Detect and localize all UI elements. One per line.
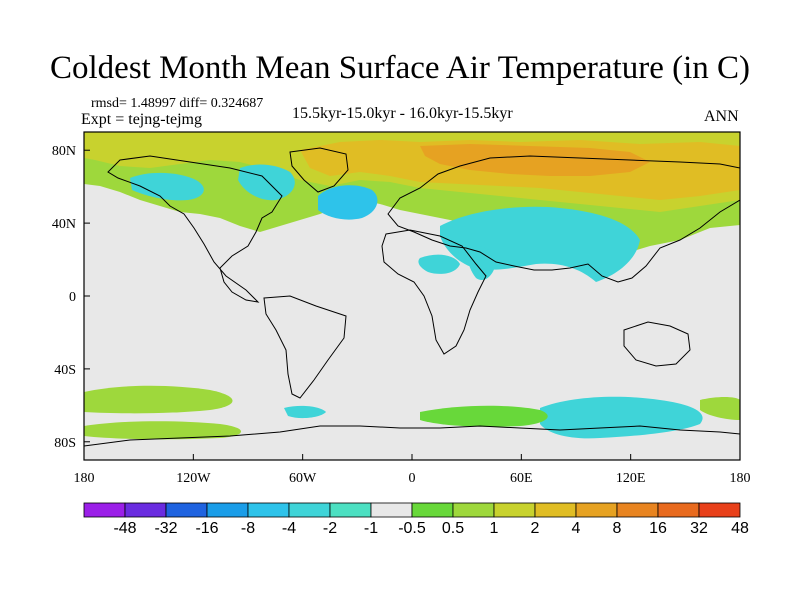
temperature-field	[84, 132, 740, 460]
colorbar-swatch	[206, 502, 249, 518]
map-title: Coldest Month Mean Surface Air Temperatu…	[50, 50, 750, 86]
lat-tick-label: 40S	[54, 363, 76, 378]
lon-tick-label: 180	[730, 471, 751, 486]
coast-eurasia	[387, 155, 740, 283]
southern-warm-band-1	[84, 385, 233, 414]
southern-warm-band-4	[700, 397, 740, 420]
colorbar-label: -0.5	[398, 520, 426, 537]
antarctic-cold-region-2	[284, 405, 326, 419]
colorbar-label: -32	[154, 520, 177, 537]
coastlines	[84, 147, 740, 447]
colorbar-swatch	[370, 502, 413, 518]
colorbar-swatch	[329, 502, 372, 518]
colorbar-label: -48	[113, 520, 136, 537]
colorbar-label: 1	[490, 520, 499, 537]
frame-ticks	[83, 149, 741, 460]
colorbar: -48 -32 -16 -8 -4 -2 -1 -0.5 0.5 1 2 4 8 16 32 48	[83, 502, 749, 537]
lon-tick-label: 60E	[510, 471, 533, 486]
southern-warm-band-2	[84, 421, 242, 440]
colorbar-swatch	[575, 502, 618, 518]
india-cold-region	[468, 246, 496, 281]
colorbar-label: -4	[282, 520, 296, 537]
latitude-axis: 80N 40N 0 40S 80S	[52, 144, 76, 451]
lon-tick-label: 180	[74, 471, 95, 486]
season-label: ANN	[704, 108, 739, 125]
colorbar-label: 48	[731, 520, 749, 537]
colorbar-swatch	[83, 502, 126, 518]
colorbar-label: -1	[364, 520, 378, 537]
period-label: 15.5kyr-15.0kyr - 16.0kyr-15.5kyr	[292, 105, 513, 122]
colorbar-swatch	[534, 502, 577, 518]
lon-tick-label: 120E	[616, 471, 646, 486]
colorbar-swatch	[698, 502, 741, 518]
colorbar-swatch	[247, 502, 290, 518]
colorbar-label: -2	[323, 520, 337, 537]
colorbar-swatch	[657, 502, 700, 518]
stats-label: rmsd= 1.48997 diff= 0.324687	[91, 96, 264, 111]
southern-warm-band-3	[420, 405, 548, 427]
lon-tick-label: 0	[409, 471, 416, 486]
longitude-axis: 180 120W 60W 0 60E 120E 180	[74, 471, 751, 486]
lon-tick-label: 60W	[289, 471, 317, 486]
canada-cold-region	[130, 172, 204, 201]
colorbar-label: -16	[195, 520, 218, 537]
lat-tick-label: 80S	[54, 436, 76, 451]
colorbar-label: 4	[572, 520, 581, 537]
colorbar-swatch	[616, 502, 659, 518]
colorbar-label: -8	[241, 520, 255, 537]
africa-cold-region	[418, 254, 460, 274]
coast-africa	[381, 229, 487, 355]
experiment-label: Expt = tejng-tejmg	[81, 111, 202, 128]
colorbar-swatch	[165, 502, 208, 518]
colorbar-label: 16	[649, 520, 667, 537]
colorbar-swatch	[288, 502, 331, 518]
colorbar-swatch	[411, 502, 454, 518]
lat-tick-label: 0	[69, 290, 76, 305]
coast-greenland	[289, 147, 349, 193]
colorbar-label: 32	[690, 520, 708, 537]
colorbar-swatch	[452, 502, 495, 518]
north-atlantic-cold-region	[318, 185, 378, 220]
siberia-orange-region	[420, 144, 650, 176]
colorbar-label: 0.5	[442, 520, 464, 537]
coast-north-america	[107, 155, 283, 303]
colorbar-label: 8	[613, 520, 622, 537]
coast-australia	[623, 321, 691, 367]
lat-tick-label: 80N	[52, 144, 76, 159]
coast-antarctica	[84, 425, 740, 447]
colorbar-swatch	[493, 502, 536, 518]
lon-tick-label: 120W	[176, 471, 211, 486]
colorbar-swatch	[124, 502, 167, 518]
lat-tick-label: 40N	[52, 217, 76, 232]
colorbar-label: 2	[531, 520, 540, 537]
coast-south-america	[263, 295, 347, 399]
